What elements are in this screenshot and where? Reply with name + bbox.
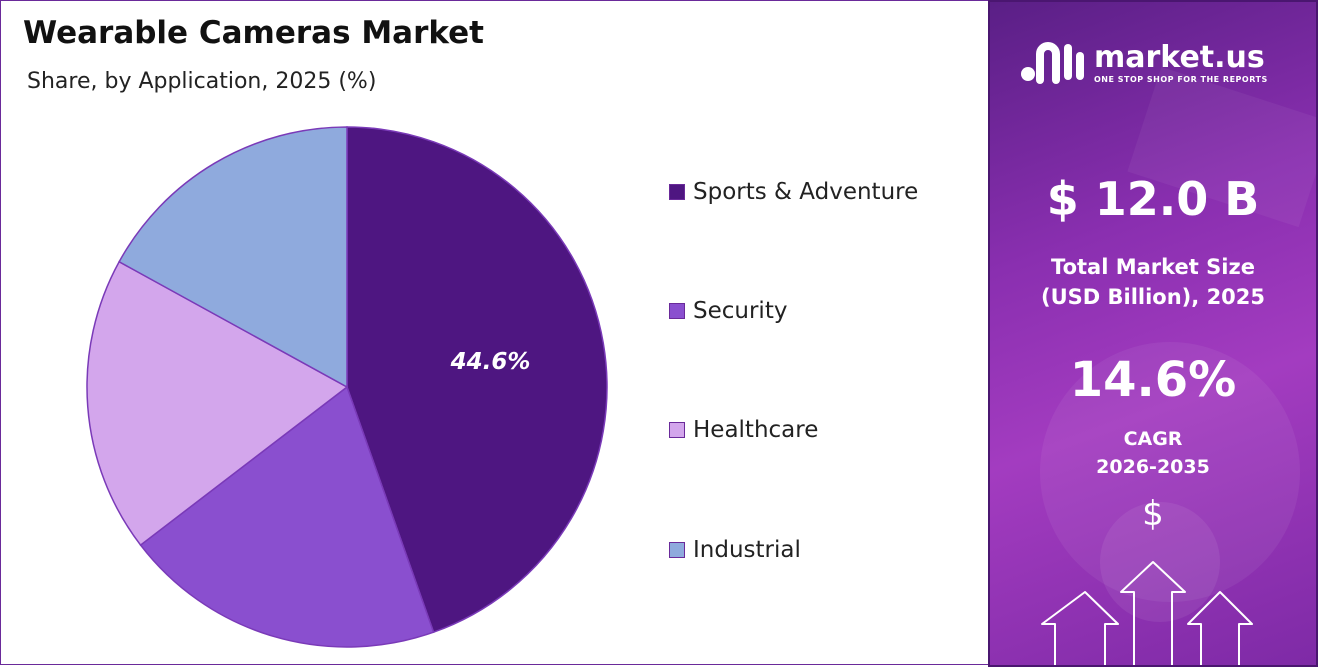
cagr-value: 14.6% [1069, 352, 1237, 408]
pie-chart: 44.6% [86, 126, 608, 648]
pie-slice-sports-adventure [346, 126, 608, 634]
brand-tagline: ONE STOP SHOP FOR THE REPORTS [1094, 74, 1268, 84]
pie-slice-industrial [118, 126, 348, 389]
cagr-label-line2: 2026-2035 [1096, 456, 1210, 478]
chart-panel: Wearable Cameras Market Share, by Applic… [0, 0, 988, 665]
market-size-value: $ 12.0 B [1046, 172, 1260, 226]
background-decoration [1040, 66, 1316, 665]
cagr-label-line1: CAGR [1123, 428, 1183, 450]
cagr-label: CAGR 2026-2035 [990, 425, 1316, 481]
summary-panel: market.us ONE STOP SHOP FOR THE REPORTS … [988, 0, 1318, 667]
brand-name: market.us [1094, 39, 1265, 75]
chart-subtitle: Share, by Application, 2025 (%) [27, 69, 377, 94]
market-size-label-line2: (USD Billion), 2025 [1040, 285, 1266, 309]
legend-label-security: Security [693, 298, 788, 324]
legend-swatch-security [669, 303, 685, 319]
legend-label-healthcare: Healthcare [693, 417, 819, 443]
data-label-sports-adventure: 44.6% [450, 349, 531, 375]
arrow-up-icon [1041, 561, 1253, 665]
pie-slice-security [139, 385, 435, 648]
pie-slice-healthcare [86, 260, 349, 547]
legend-label-industrial: Industrial [693, 537, 801, 563]
legend-item-industrial: Industrial [669, 537, 801, 563]
market-size-label: Total Market Size (USD Billion), 2025 [990, 252, 1316, 312]
legend-label-sports-adventure: Sports & Adventure [693, 179, 919, 205]
market-size-label-line1: Total Market Size [1051, 255, 1255, 279]
chart-title: Wearable Cameras Market [23, 15, 485, 51]
legend-swatch-industrial [669, 542, 685, 558]
legend-swatch-healthcare [669, 422, 685, 438]
brand: market.us ONE STOP SHOP FOR THE REPORTS [1020, 40, 1268, 86]
legend-item-sports-adventure: Sports & Adventure [669, 179, 918, 205]
legend-item-security: Security [669, 298, 787, 324]
legend-item-healthcare: Healthcare [669, 417, 818, 443]
dollar-icon: $ [1142, 494, 1164, 534]
logo-icon [1021, 42, 1084, 84]
legend-swatch-sports-adventure [669, 184, 685, 200]
